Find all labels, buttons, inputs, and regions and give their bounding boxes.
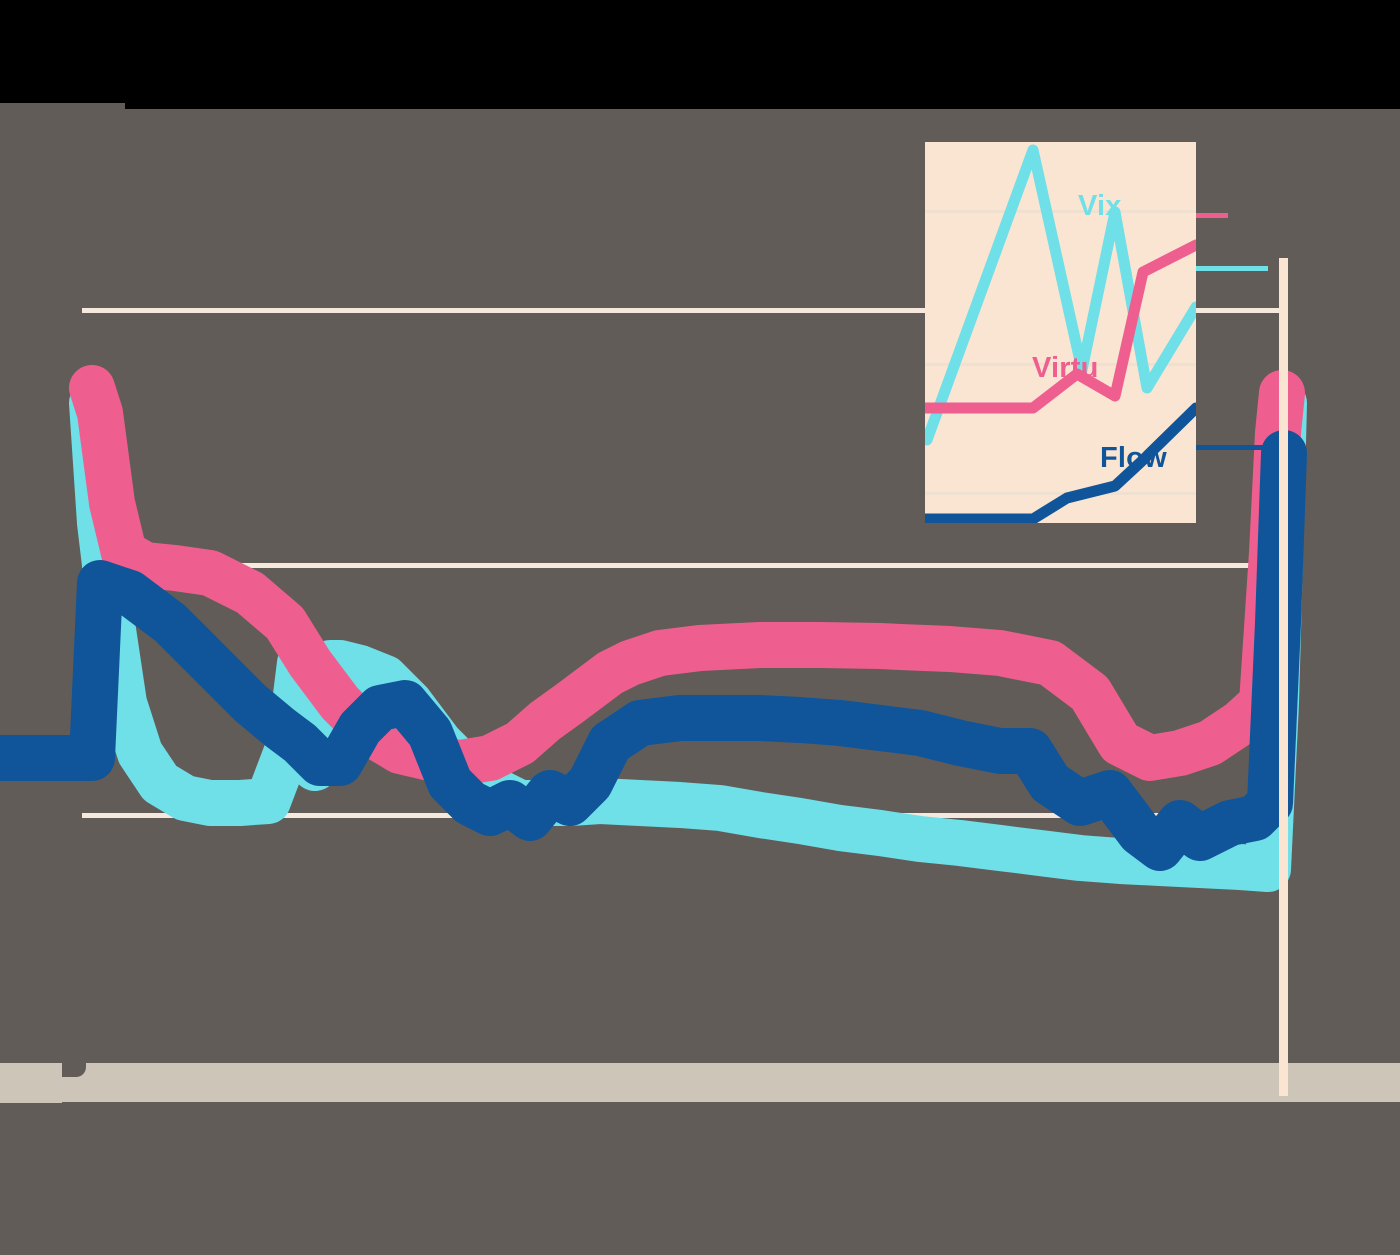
series-virtu (69, 365, 1305, 786)
inset-label-vix: Vix (1078, 190, 1122, 222)
leader-line-virtu (1196, 213, 1228, 218)
axis-band (0, 1063, 1400, 1102)
inset-chart (925, 142, 1196, 523)
leader-line-vix (1196, 266, 1268, 271)
inset-label-flow: Flow (1100, 442, 1167, 474)
inset-series-flow (925, 402, 1196, 523)
series-flow (0, 430, 1307, 871)
event-marker-line (1279, 258, 1288, 1096)
axis-band-notch-left (0, 1095, 62, 1103)
inset-label-virtu: Virtu (1032, 352, 1099, 384)
main-chart-svg (0, 308, 1307, 892)
main-chart (0, 103, 1400, 1103)
inset-gridlines (925, 210, 1196, 495)
inset-series-virtu (925, 239, 1196, 414)
inset-chart-svg (925, 144, 1196, 523)
redaction-overlay-notch (125, 103, 1400, 109)
axis-band-notch (62, 1063, 86, 1077)
leader-line-flow (1196, 445, 1268, 450)
inset-series-vix (925, 144, 1196, 446)
